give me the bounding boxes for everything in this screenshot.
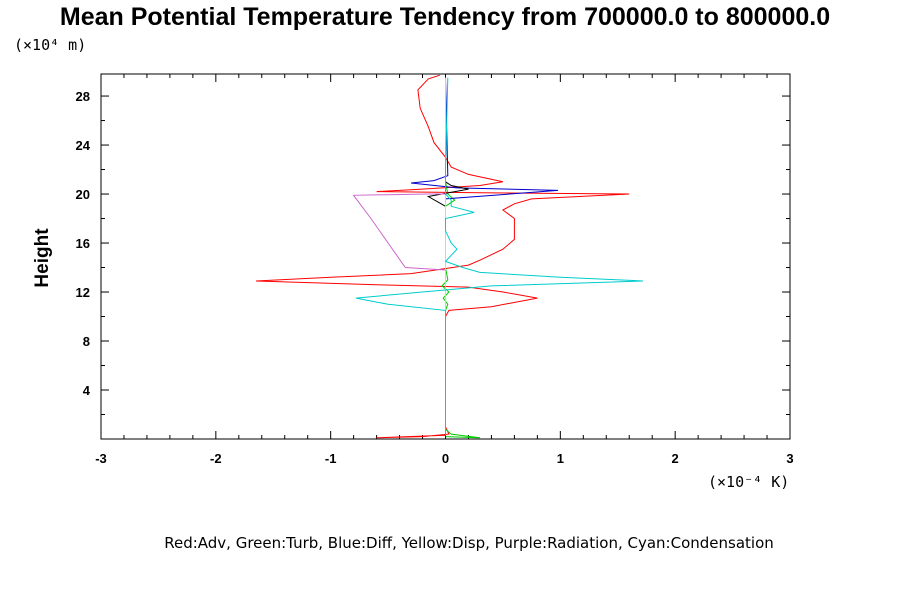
chart-title: Mean Potential Temperature Tendency from… (60, 3, 830, 31)
x-tick-label: -3 (95, 451, 107, 466)
series-line-3 (411, 77, 559, 433)
legend-text: Red:Adv, Green:Turb, Blue:Diff, Yellow:D… (164, 534, 774, 552)
y-tick-label: 28 (76, 89, 90, 104)
series-line-1 (255, 74, 630, 439)
x-tick-label: -1 (325, 451, 337, 466)
x-tick-label: -2 (210, 451, 222, 466)
y-tick-label: 4 (83, 383, 91, 398)
y-tick-label: 16 (76, 236, 90, 251)
y-axis-unit: (×10⁴ m) (14, 36, 86, 54)
y-tick-label: 8 (83, 334, 90, 349)
series-group (255, 74, 644, 439)
x-axis-unit: (×10⁻⁴ K) (708, 473, 789, 491)
y-axis-label: Height (32, 228, 53, 288)
y-tick-label: 24 (76, 138, 91, 153)
x-tick-label: 1 (557, 451, 564, 466)
y-tick-label: 12 (76, 285, 90, 300)
series-line-6 (352, 193, 446, 271)
x-tick-label: 0 (442, 451, 449, 466)
y-tick-label: 20 (76, 187, 90, 202)
series-line-2 (441, 77, 480, 439)
x-tick-label: 2 (672, 451, 679, 466)
series-line-7 (355, 77, 644, 436)
series-line-4 (426, 77, 469, 433)
x-tick-label: 3 (786, 451, 793, 466)
